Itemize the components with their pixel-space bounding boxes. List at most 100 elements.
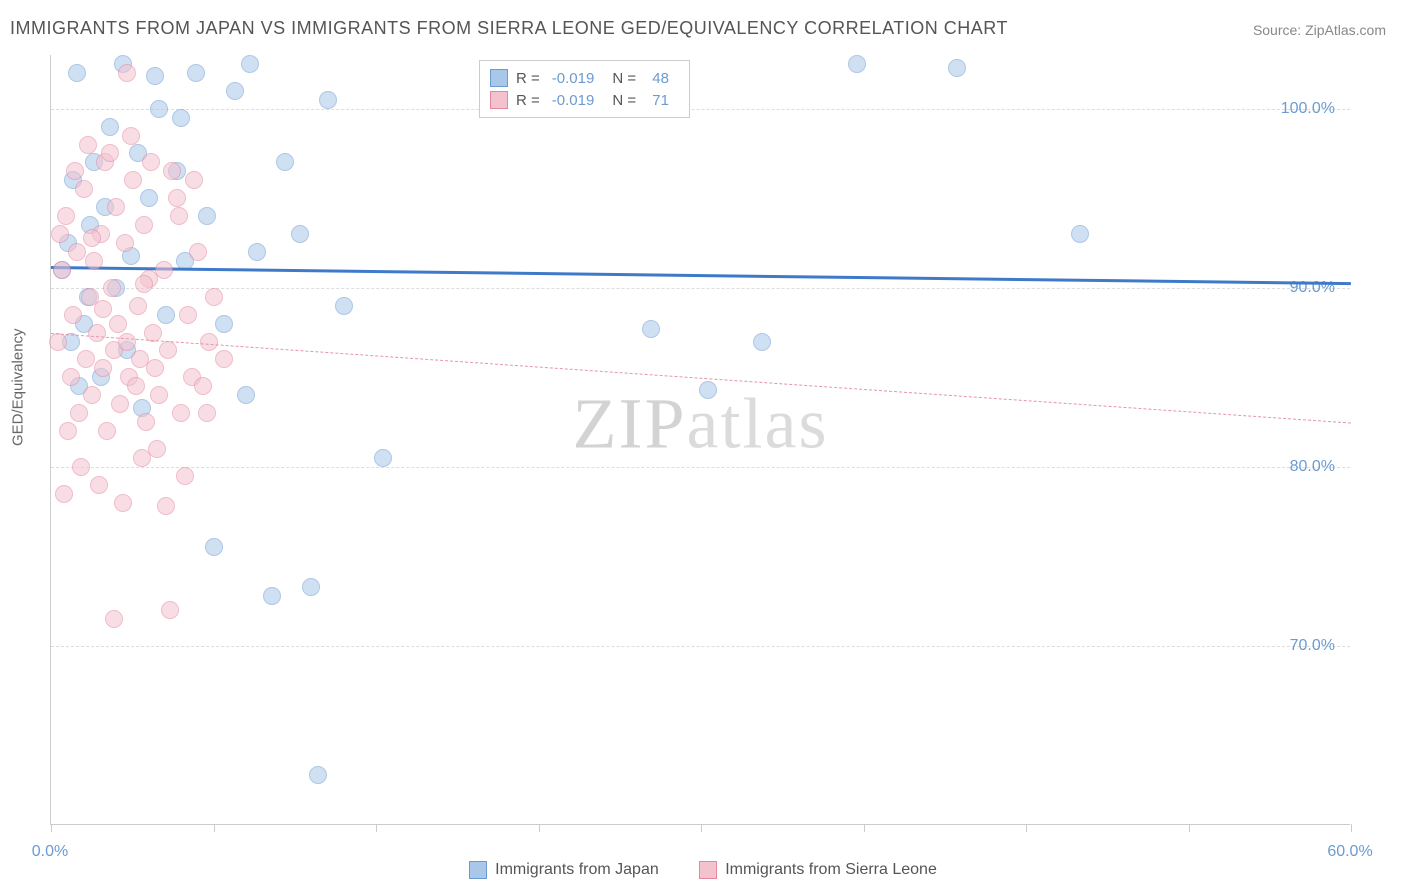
grid-line	[51, 467, 1350, 468]
scatter-point	[187, 64, 205, 82]
scatter-point	[948, 59, 966, 77]
scatter-point	[94, 359, 112, 377]
scatter-point	[137, 413, 155, 431]
legend-row: R =-0.019N = 48	[490, 67, 679, 89]
scatter-point	[226, 82, 244, 100]
legend-r-value: -0.019	[552, 92, 595, 109]
scatter-point	[263, 587, 281, 605]
scatter-point	[83, 386, 101, 404]
scatter-point	[276, 153, 294, 171]
legend-item-japan: Immigrants from Japan	[469, 861, 659, 879]
scatter-point	[114, 494, 132, 512]
scatter-point	[374, 449, 392, 467]
scatter-point	[309, 766, 327, 784]
scatter-point	[205, 538, 223, 556]
scatter-point	[215, 315, 233, 333]
scatter-point	[198, 404, 216, 422]
scatter-point	[185, 171, 203, 189]
legend-swatch-sierra-leone	[699, 861, 717, 879]
chart-container: IMMIGRANTS FROM JAPAN VS IMMIGRANTS FROM…	[0, 0, 1406, 892]
trend-line	[51, 333, 1351, 424]
scatter-point	[179, 306, 197, 324]
scatter-point	[753, 333, 771, 351]
scatter-point	[72, 458, 90, 476]
scatter-point	[176, 467, 194, 485]
scatter-point	[150, 386, 168, 404]
legend-r-label: R =	[516, 70, 540, 87]
scatter-point	[205, 288, 223, 306]
legend-r-value: -0.019	[552, 70, 595, 87]
scatter-point	[200, 333, 218, 351]
x-tick-label: 0.0%	[32, 843, 68, 861]
scatter-point	[49, 333, 67, 351]
scatter-point	[146, 67, 164, 85]
scatter-point	[116, 234, 134, 252]
watermark-bold: ZIP	[573, 384, 687, 464]
scatter-point	[68, 64, 86, 82]
y-tick-label: 70.0%	[1290, 637, 1335, 655]
scatter-point	[77, 350, 95, 368]
scatter-point	[105, 610, 123, 628]
grid-line	[51, 288, 1350, 289]
correlation-legend: R =-0.019N = 48R =-0.019N = 71	[479, 60, 690, 118]
scatter-point	[135, 216, 153, 234]
scatter-point	[85, 252, 103, 270]
scatter-point	[194, 377, 212, 395]
y-tick-label: 100.0%	[1281, 100, 1335, 118]
scatter-point	[90, 476, 108, 494]
legend-n-value: 71	[648, 92, 669, 109]
source-attribution: Source: ZipAtlas.com	[1253, 22, 1386, 38]
scatter-point	[62, 368, 80, 386]
scatter-point	[642, 320, 660, 338]
scatter-point	[319, 91, 337, 109]
scatter-point	[172, 109, 190, 127]
scatter-point	[848, 55, 866, 73]
scatter-point	[88, 324, 106, 342]
scatter-point	[98, 422, 116, 440]
legend-r-label: R =	[516, 92, 540, 109]
scatter-point	[189, 243, 207, 261]
x-tick	[51, 824, 52, 832]
scatter-point	[140, 189, 158, 207]
scatter-point	[103, 279, 121, 297]
scatter-point	[159, 341, 177, 359]
scatter-point	[302, 578, 320, 596]
scatter-point	[146, 359, 164, 377]
scatter-point	[129, 297, 147, 315]
scatter-point	[335, 297, 353, 315]
x-tick	[214, 824, 215, 832]
scatter-point	[157, 497, 175, 515]
y-tick-label: 80.0%	[1290, 458, 1335, 476]
scatter-point	[170, 207, 188, 225]
scatter-point	[157, 306, 175, 324]
scatter-point	[79, 136, 97, 154]
scatter-point	[51, 225, 69, 243]
legend-row: R = -0.019 N = 71	[490, 89, 679, 111]
trend-line	[51, 266, 1351, 285]
x-tick	[1189, 824, 1190, 832]
x-tick	[864, 824, 865, 832]
scatter-point	[142, 153, 160, 171]
scatter-point	[101, 144, 119, 162]
scatter-point	[241, 55, 259, 73]
scatter-point	[75, 180, 93, 198]
legend-label-japan: Immigrants from Japan	[495, 861, 659, 879]
scatter-point	[109, 315, 127, 333]
scatter-point	[161, 601, 179, 619]
legend-swatch	[490, 69, 508, 87]
x-tick	[1351, 824, 1352, 832]
scatter-point	[215, 350, 233, 368]
scatter-point	[55, 485, 73, 503]
scatter-point	[150, 100, 168, 118]
scatter-point	[237, 386, 255, 404]
x-tick	[1026, 824, 1027, 832]
scatter-point	[122, 127, 140, 145]
scatter-point	[59, 422, 77, 440]
scatter-point	[94, 300, 112, 318]
bottom-legend: Immigrants from Japan Immigrants from Si…	[0, 861, 1406, 884]
scatter-point	[124, 171, 142, 189]
scatter-point	[127, 377, 145, 395]
legend-n-label: N =	[612, 92, 636, 109]
scatter-point	[168, 189, 186, 207]
grid-line	[51, 109, 1350, 110]
